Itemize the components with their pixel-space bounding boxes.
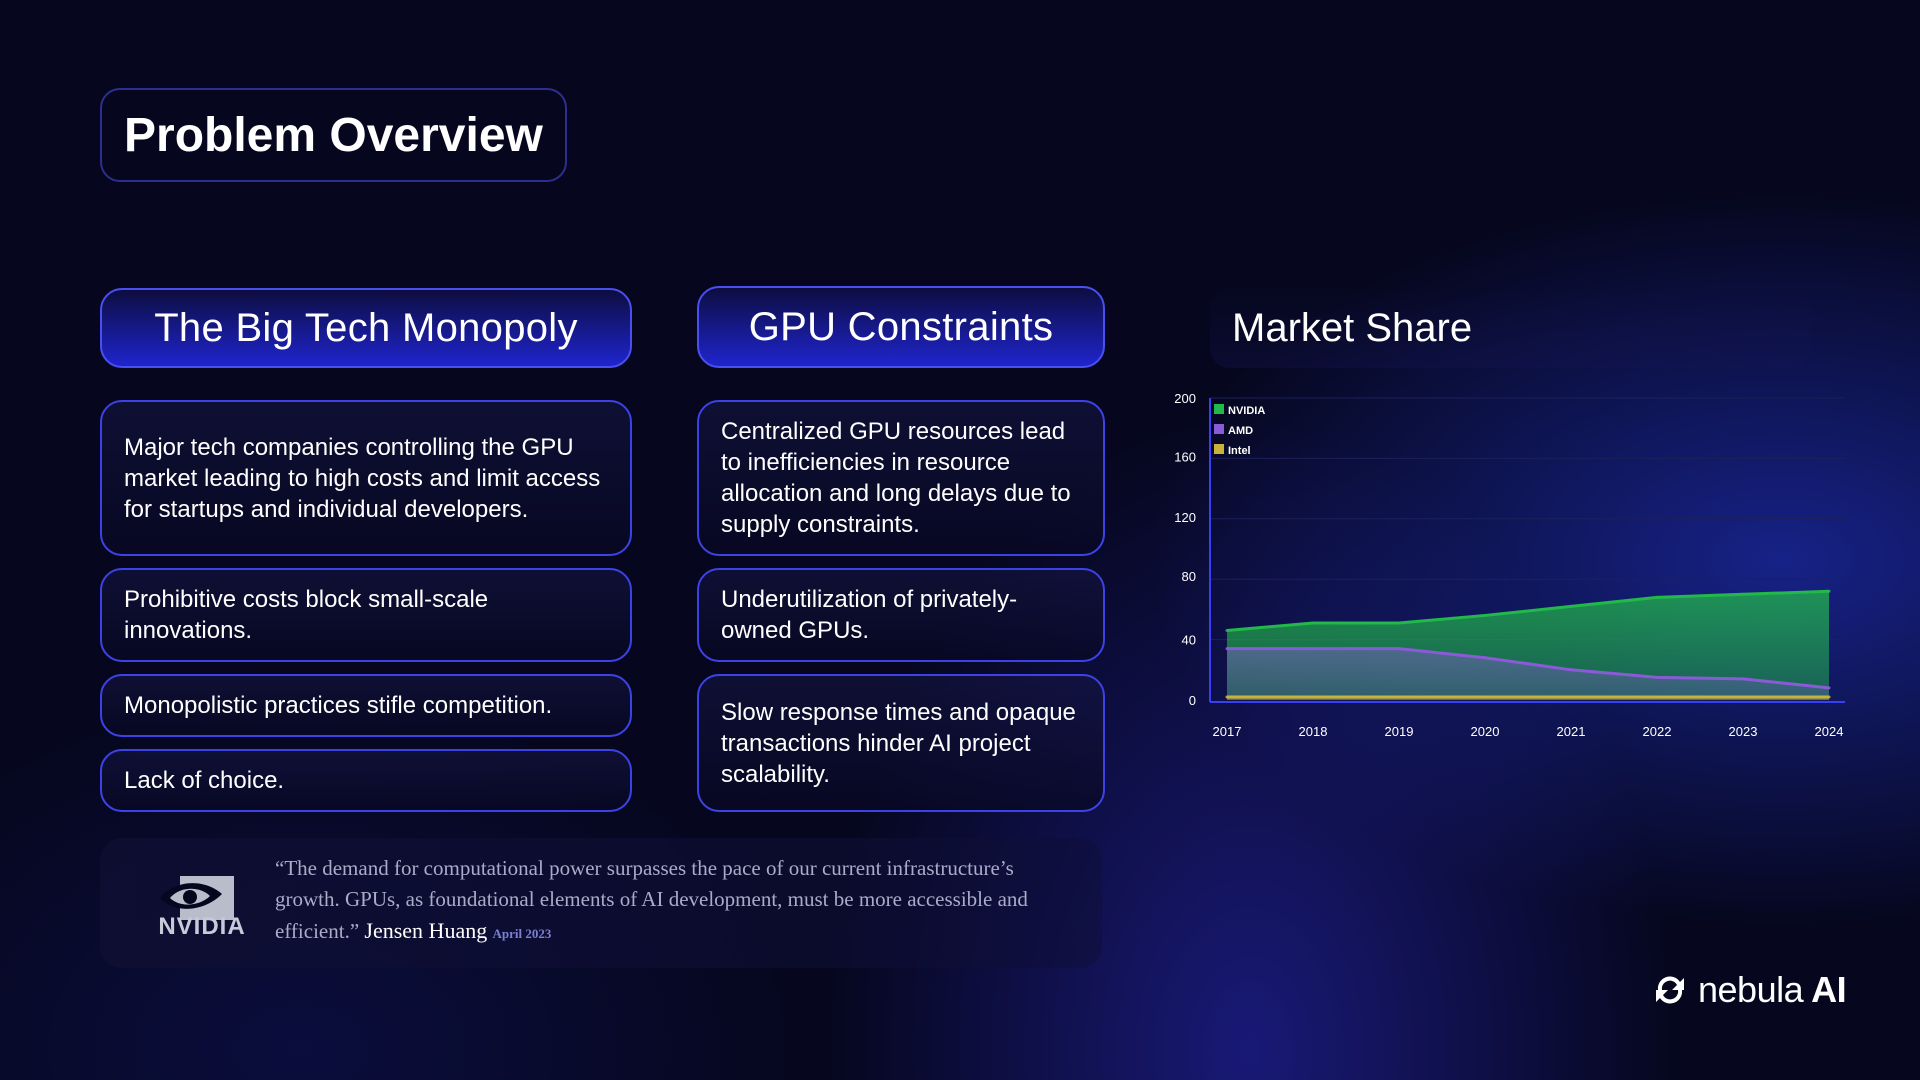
point-amd-2018 [1311, 647, 1315, 651]
nvidia-eye-icon [160, 876, 234, 920]
point-intel-2020 [1483, 695, 1487, 699]
big-tech-point-1: Major tech companies controlling the GPU… [100, 400, 632, 556]
x-tick-label-2020: 2020 [1471, 724, 1500, 739]
point-nvidia-2023 [1741, 592, 1745, 596]
line-amd [1227, 647, 1830, 690]
legend-label-amd: AMD [1228, 425, 1253, 437]
big-tech-point-3: Monopolistic practices stifle competitio… [100, 674, 632, 737]
quote-body: “The demand for computational power surp… [275, 856, 1028, 943]
point-nvidia-2018 [1311, 621, 1315, 625]
big-tech-heading-text: The Big Tech Monopoly [154, 305, 578, 350]
point-intel-2019 [1397, 695, 1401, 699]
point-amd-2020 [1483, 656, 1487, 660]
point-amd-2019 [1397, 647, 1401, 651]
point-nvidia-2024 [1827, 589, 1831, 593]
gpu-heading: GPU Constraints [697, 286, 1105, 368]
page-title-text: Problem Overview [124, 108, 543, 162]
gpu-point-1: Centralized GPU resources lead to ineffi… [697, 400, 1105, 556]
point-nvidia-2017 [1225, 629, 1229, 633]
x-tick-label-2024: 2024 [1815, 724, 1844, 739]
gpu-point-2: Underutilization of privately-owned GPUs… [697, 568, 1105, 662]
y-tick-label-120: 120 [1174, 510, 1196, 525]
quote-card [100, 838, 1102, 968]
page-title: Problem Overview [100, 88, 567, 182]
point-intel-2021 [1569, 695, 1573, 699]
nvidia-logo-text: NVIDIA [158, 913, 246, 940]
big-tech-point-1-text: Major tech companies controlling the GPU… [124, 433, 601, 523]
point-intel-2023 [1741, 695, 1745, 699]
point-nvidia-2022 [1655, 595, 1659, 599]
gpu-point-3: Slow response times and opaque transacti… [697, 674, 1105, 812]
brand-suffix: AI [1811, 969, 1847, 1010]
legend-label-nvidia: NVIDIA [1228, 405, 1265, 417]
area-amd [1227, 648, 1829, 700]
big-tech-point-2-text: Prohibitive costs block small-scale inno… [124, 586, 489, 644]
point-amd-2022 [1655, 675, 1659, 679]
gpu-point-3-text: Slow response times and opaque transacti… [721, 698, 1076, 788]
x-tick-label-2018: 2018 [1299, 724, 1328, 739]
big-tech-heading: The Big Tech Monopoly [100, 288, 632, 368]
point-intel-2017 [1225, 695, 1229, 699]
x-tick-label-2023: 2023 [1729, 724, 1758, 739]
y-tick-label-160: 160 [1174, 449, 1196, 464]
big-tech-point-4: Lack of choice. [100, 749, 632, 812]
brand-logo: nebula AI [1650, 965, 1847, 1015]
point-intel-2018 [1311, 695, 1315, 699]
point-amd-2024 [1827, 686, 1831, 690]
point-amd-2021 [1569, 668, 1573, 672]
gpu-point-1-text: Centralized GPU resources lead to ineffi… [721, 418, 1071, 538]
x-tick-label-2019: 2019 [1385, 724, 1414, 739]
gpu-point-2-text: Underutilization of privately-owned GPUs… [721, 586, 1018, 644]
point-amd-2023 [1741, 677, 1745, 681]
brand-name: nebula [1698, 969, 1804, 1010]
legend-label-intel: Intel [1228, 445, 1251, 457]
x-tick-label-2017: 2017 [1213, 724, 1242, 739]
point-nvidia-2020 [1483, 613, 1487, 617]
market-share-heading-text: Market Share [1232, 305, 1473, 350]
quote-date: April 2023 [492, 926, 552, 941]
quote-author: Jensen Huang [364, 918, 488, 943]
market-share-chart: 0 40 80 120 160 200 2017 2018 2019 2020 2021 2022 20… [1174, 391, 1845, 739]
y-tick-label-200: 200 [1174, 391, 1196, 406]
market-share-heading: Market Share [1210, 288, 1810, 368]
legend-swatch-amd [1214, 424, 1224, 434]
point-nvidia-2019 [1397, 621, 1401, 625]
y-tick-label-80: 80 [1182, 569, 1196, 584]
x-tick-label-2022: 2022 [1643, 724, 1672, 739]
big-tech-point-2: Prohibitive costs block small-scale inno… [100, 568, 632, 662]
x-tick-label-2021: 2021 [1557, 724, 1586, 739]
quote-text-block: “The demand for computational power surp… [275, 853, 1075, 949]
y-tick-label-40: 40 [1182, 633, 1196, 648]
legend-swatch-intel [1214, 444, 1224, 454]
point-intel-2022 [1655, 695, 1659, 699]
y-tick-label-0: 0 [1189, 693, 1196, 708]
big-tech-point-4-text: Lack of choice. [124, 767, 285, 794]
point-intel-2024 [1827, 695, 1831, 699]
point-nvidia-2021 [1569, 604, 1573, 608]
big-tech-point-3-text: Monopolistic practices stifle competitio… [124, 692, 553, 719]
legend-swatch-nvidia [1214, 404, 1224, 414]
gpu-heading-text: GPU Constraints [748, 304, 1054, 349]
point-amd-2017 [1225, 647, 1229, 651]
nebula-swirl-icon [1656, 976, 1684, 1004]
line-nvidia [1226, 589, 1830, 633]
